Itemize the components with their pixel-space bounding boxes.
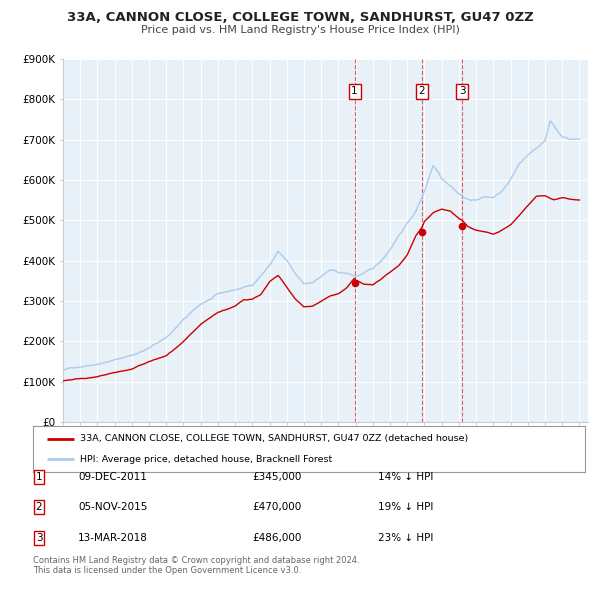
Text: £345,000: £345,000 [252,472,301,481]
Text: 14% ↓ HPI: 14% ↓ HPI [378,472,433,481]
Text: HPI: Average price, detached house, Bracknell Forest: HPI: Average price, detached house, Brac… [80,455,332,464]
Text: 1: 1 [35,472,43,481]
Text: 3: 3 [35,533,43,543]
Text: £486,000: £486,000 [252,533,301,543]
Text: 33A, CANNON CLOSE, COLLEGE TOWN, SANDHURST, GU47 0ZZ (detached house): 33A, CANNON CLOSE, COLLEGE TOWN, SANDHUR… [80,434,468,443]
Text: 2: 2 [35,503,43,512]
Text: 3: 3 [459,86,466,96]
Text: This data is licensed under the Open Government Licence v3.0.: This data is licensed under the Open Gov… [33,566,301,575]
Text: 33A, CANNON CLOSE, COLLEGE TOWN, SANDHURST, GU47 0ZZ: 33A, CANNON CLOSE, COLLEGE TOWN, SANDHUR… [67,11,533,24]
Text: 05-NOV-2015: 05-NOV-2015 [78,503,148,512]
Text: Contains HM Land Registry data © Crown copyright and database right 2024.: Contains HM Land Registry data © Crown c… [33,556,359,565]
Text: 23% ↓ HPI: 23% ↓ HPI [378,533,433,543]
Text: 09-DEC-2011: 09-DEC-2011 [78,472,147,481]
Text: 19% ↓ HPI: 19% ↓ HPI [378,503,433,512]
Text: Price paid vs. HM Land Registry's House Price Index (HPI): Price paid vs. HM Land Registry's House … [140,25,460,35]
Text: £470,000: £470,000 [252,503,301,512]
Text: 13-MAR-2018: 13-MAR-2018 [78,533,148,543]
Text: 1: 1 [351,86,358,96]
Text: 2: 2 [419,86,425,96]
